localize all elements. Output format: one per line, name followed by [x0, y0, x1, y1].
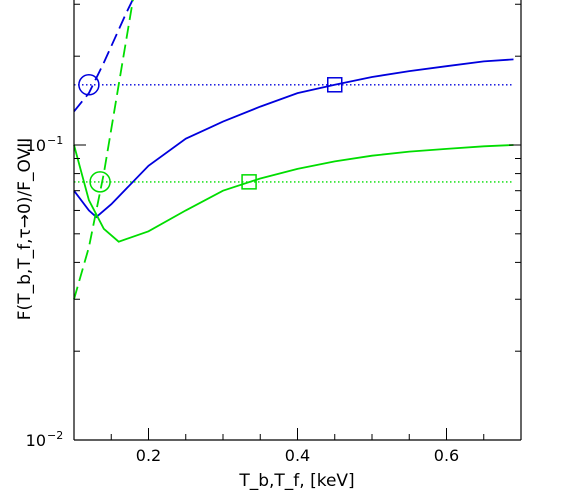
- square-marker-3: [327, 77, 343, 93]
- y-tick-exponent-0: −2: [47, 429, 63, 442]
- x-tick-label-0: 0.2: [136, 446, 161, 465]
- tick-marks: [73, 3, 522, 441]
- y-axis-label: F(T_b,T_f,τ→0)/F_OVII: [15, 138, 35, 320]
- series-line-7: [73, 0, 134, 300]
- tick-labels: 0.20.40.610−210−11: [26, 134, 460, 465]
- circle-marker-4: [89, 171, 111, 193]
- y-tick-label-1: 10: [26, 136, 46, 155]
- y-tick-label-0: 10: [26, 431, 46, 450]
- y-tick-exponent-1: −1: [47, 134, 63, 147]
- plot-lines: [73, 0, 514, 300]
- circle-marker-2: [78, 74, 100, 96]
- x-axis-label: T_b,T_f, [keV]: [238, 471, 354, 491]
- series-line-6: [73, 144, 514, 243]
- x-tick-label-1: 0.4: [285, 446, 310, 465]
- series-line-3: [73, 58, 514, 219]
- x-tick-label-2: 0.6: [434, 446, 459, 465]
- square-marker-5: [241, 174, 257, 190]
- plot-markers: [78, 74, 343, 193]
